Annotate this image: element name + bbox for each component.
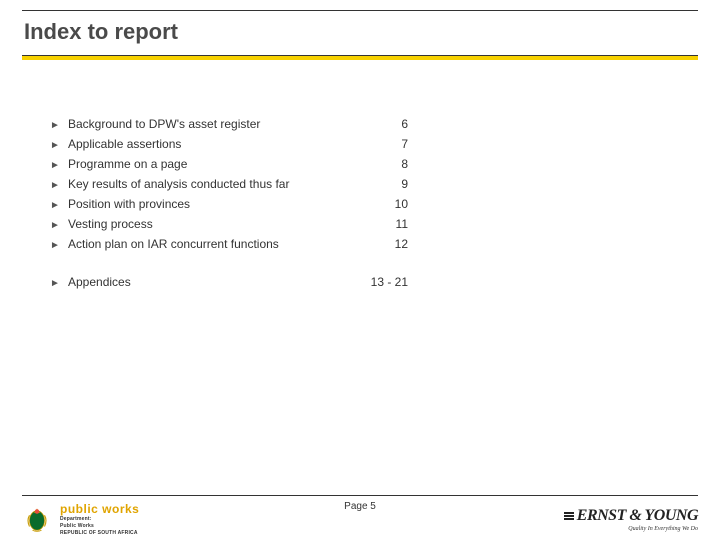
index-row: ► Action plan on IAR concurrent function… <box>50 236 698 256</box>
ey-bars-icon <box>564 512 574 520</box>
bullet-icon: ► <box>50 136 68 156</box>
index-row: ► Background to DPW's asset register 6 <box>50 116 698 136</box>
index-label: Position with provinces <box>68 197 368 211</box>
ey-tagline: Quality In Everything We Do <box>628 526 698 532</box>
page-number: Page 5 <box>344 501 376 512</box>
bullet-icon: ► <box>50 116 68 136</box>
footer: public works Department: Public Works RE… <box>22 495 698 536</box>
index-row: ► Vesting process 11 <box>50 216 698 236</box>
index-page: 8 <box>368 157 408 171</box>
index-page: 10 <box>368 197 408 211</box>
index-page: 7 <box>368 137 408 151</box>
coat-of-arms-icon <box>22 504 52 534</box>
index-content: ► Background to DPW's asset register 6 ►… <box>22 116 698 294</box>
department-block: public works Department: Public Works RE… <box>60 503 139 536</box>
bullet-icon: ► <box>50 216 68 236</box>
index-label: Action plan on IAR concurrent functions <box>68 237 368 251</box>
bullet-icon: ► <box>50 274 68 294</box>
department-name: public works <box>60 503 139 515</box>
bullet-icon: ► <box>50 176 68 196</box>
index-row: ► Position with provinces 10 <box>50 196 698 216</box>
index-label: Applicable assertions <box>68 137 368 151</box>
index-row: ► Key results of analysis conducted thus… <box>50 176 698 196</box>
ey-name: ERNST & YOUNG <box>577 507 698 525</box>
footer-left: public works Department: Public Works RE… <box>22 503 139 536</box>
section-gap <box>50 256 698 274</box>
index-label: Background to DPW's asset register <box>68 117 368 131</box>
index-list-appendix: ► Appendices 13 - 21 <box>50 274 698 294</box>
accent-bar <box>22 56 698 60</box>
department-sub3: REPUBLIC OF SOUTH AFRICA <box>60 531 139 536</box>
index-label: Programme on a page <box>68 157 368 171</box>
footer-rule <box>22 495 698 496</box>
index-label: Appendices <box>68 275 368 289</box>
bullet-icon: ► <box>50 236 68 256</box>
department-sub1: Department: <box>60 517 139 522</box>
bullet-icon: ► <box>50 156 68 176</box>
page-title: Index to report <box>22 11 698 55</box>
ey-logo-block: ERNST & YOUNG Quality In Everything We D… <box>564 507 698 532</box>
index-row: ► Applicable assertions 7 <box>50 136 698 156</box>
index-label: Key results of analysis conducted thus f… <box>68 177 368 191</box>
index-page: 13 - 21 <box>368 275 408 289</box>
slide-page: Index to report ► Background to DPW's as… <box>0 10 720 550</box>
index-row: ► Programme on a page 8 <box>50 156 698 176</box>
index-page: 12 <box>368 237 408 251</box>
index-page: 6 <box>368 117 408 131</box>
footer-right: ERNST & YOUNG Quality In Everything We D… <box>564 507 698 532</box>
index-page: 9 <box>368 177 408 191</box>
index-row: ► Appendices 13 - 21 <box>50 274 698 294</box>
index-label: Vesting process <box>68 217 368 231</box>
index-list-main: ► Background to DPW's asset register 6 ►… <box>50 116 698 256</box>
bullet-icon: ► <box>50 196 68 216</box>
ey-logo-icon: ERNST & YOUNG <box>564 507 698 525</box>
department-sub2: Public Works <box>60 524 139 529</box>
footer-row: public works Department: Public Works RE… <box>22 502 698 536</box>
index-page: 11 <box>368 217 408 231</box>
